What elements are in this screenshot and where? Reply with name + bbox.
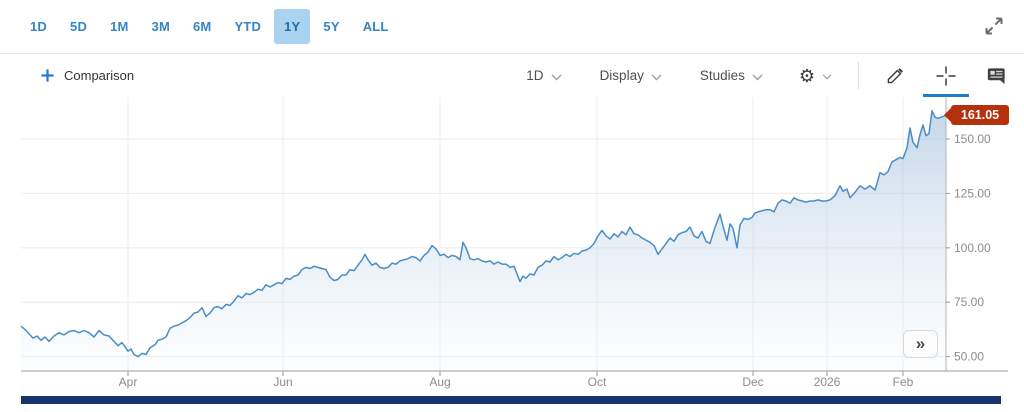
x-tick-label: Feb bbox=[893, 375, 914, 389]
crosshair-icon bbox=[936, 66, 956, 85]
range-button-1y[interactable]: 1Y bbox=[274, 9, 311, 44]
chevron-down-icon bbox=[752, 74, 763, 80]
bottom-range-bar bbox=[21, 396, 1001, 404]
news-quote-icon bbox=[987, 68, 1005, 85]
expand-diagonal-icon bbox=[985, 17, 1003, 35]
draw-tool-button[interactable] bbox=[882, 54, 909, 97]
x-tick-label: Apr bbox=[119, 375, 138, 389]
price-line bbox=[20, 109, 947, 358]
add-comparison-button[interactable]: Comparison bbox=[34, 67, 140, 84]
range-button-5d[interactable]: 5D bbox=[60, 9, 97, 44]
y-tick-label: 50.00 bbox=[954, 350, 984, 364]
plus-icon bbox=[41, 69, 54, 82]
studies-label: Studies bbox=[699, 68, 745, 83]
chart-canvas: Apr Jun Aug Oct Dec 2026 Feb 150.00 125.00 100.00… bbox=[20, 97, 1008, 404]
range-button-all[interactable]: ALL bbox=[353, 9, 399, 44]
y-tick-label: 75.00 bbox=[954, 295, 984, 309]
range-button-6m[interactable]: 6M bbox=[183, 9, 221, 44]
range-button-1m[interactable]: 1M bbox=[100, 9, 138, 44]
chevron-down-icon bbox=[822, 74, 832, 80]
chart-toolbar-right: 1D Display Studies ⚙ bbox=[494, 54, 1010, 97]
news-events-button[interactable] bbox=[983, 54, 1010, 97]
x-tick-label: Dec bbox=[742, 375, 763, 389]
y-tick-label: 125.00 bbox=[954, 186, 991, 200]
range-button-1d[interactable]: 1D bbox=[20, 9, 57, 44]
pencil-icon bbox=[887, 68, 903, 84]
interval-dropdown[interactable]: 1D bbox=[520, 67, 567, 84]
double-chevron-right-icon: » bbox=[915, 333, 926, 353]
display-dropdown[interactable]: Display bbox=[594, 67, 668, 84]
range-button-ytd[interactable]: YTD bbox=[224, 9, 271, 44]
fullscreen-expand-button[interactable] bbox=[978, 10, 1010, 42]
settings-dropdown[interactable]: ⚙ bbox=[793, 66, 838, 86]
last-price-badge: 161.05 bbox=[944, 105, 1009, 125]
chevron-down-icon bbox=[551, 74, 562, 80]
studies-dropdown[interactable]: Studies bbox=[694, 67, 769, 84]
crosshair-tool-button[interactable] bbox=[923, 54, 969, 97]
time-range-toolbar: 1D 5D 1M 3M 6M YTD 1Y 5Y ALL bbox=[0, 0, 1024, 54]
interval-label: 1D bbox=[526, 68, 544, 83]
last-price-value: 161.05 bbox=[960, 108, 1000, 122]
x-tick-label: Jun bbox=[273, 375, 292, 389]
x-tick-label: Oct bbox=[588, 375, 607, 389]
y-tick-label: 100.00 bbox=[954, 241, 991, 255]
chevron-down-icon bbox=[651, 74, 662, 80]
price-chart[interactable]: Apr Jun Aug Oct Dec 2026 Feb 150.00 125.00 100.00… bbox=[0, 97, 1024, 412]
toolbar-divider bbox=[858, 62, 859, 89]
range-button-5y[interactable]: 5Y bbox=[313, 9, 349, 44]
x-tick-label: 2026 bbox=[814, 375, 841, 389]
scroll-forward-button[interactable]: » bbox=[903, 330, 938, 358]
range-button-3m[interactable]: 3M bbox=[142, 9, 180, 44]
display-label: Display bbox=[599, 68, 644, 83]
x-tick-label: Aug bbox=[429, 375, 450, 389]
time-range-buttons: 1D 5D 1M 3M 6M YTD 1Y 5Y ALL bbox=[20, 9, 402, 44]
y-tick-label: 150.00 bbox=[954, 132, 991, 146]
chart-toolbar: Comparison 1D Display Studies bbox=[0, 54, 1024, 97]
comparison-label: Comparison bbox=[64, 68, 135, 83]
gear-icon: ⚙ bbox=[798, 65, 815, 86]
price-area bbox=[21, 110, 946, 371]
